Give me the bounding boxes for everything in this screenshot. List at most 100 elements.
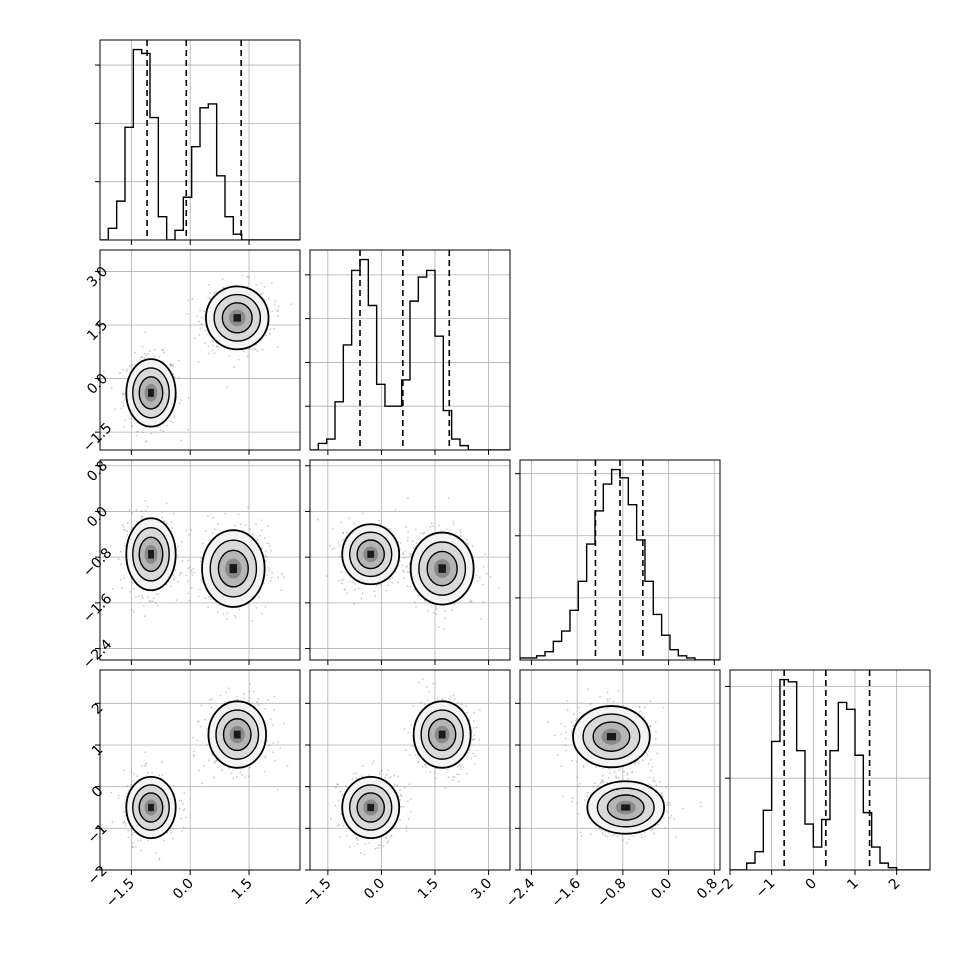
sample-point [479, 709, 481, 711]
sample-point [212, 517, 214, 519]
sample-point [474, 734, 476, 736]
sample-point [153, 597, 155, 599]
sample-point [201, 705, 203, 707]
sample-point [466, 773, 468, 775]
sample-point [476, 727, 478, 729]
sample-point [404, 786, 406, 788]
sample-point [229, 355, 231, 357]
sample-point [233, 366, 235, 368]
sample-point [177, 546, 179, 548]
sample-point [418, 682, 420, 684]
sample-point [240, 523, 242, 525]
sample-point [345, 785, 347, 787]
panel-content [730, 670, 930, 870]
y-tick-label: −2 [85, 863, 111, 889]
sample-point [451, 609, 453, 611]
sample-point [247, 356, 249, 358]
sample-point [466, 539, 468, 541]
x-tick-label: 1 [844, 876, 862, 894]
sample-point [387, 840, 389, 842]
sample-point [191, 298, 193, 300]
sample-point [609, 698, 611, 700]
sample-point [330, 818, 332, 820]
sample-point [157, 593, 159, 595]
sample-point [138, 595, 140, 597]
sample-point [173, 373, 175, 375]
sample-point [443, 628, 445, 630]
sample-point [579, 712, 581, 714]
sample-point [274, 303, 276, 305]
sample-point [341, 794, 343, 796]
sample-point [173, 785, 175, 787]
sample-point [404, 728, 406, 730]
sample-point [561, 765, 563, 767]
sample-point [424, 600, 426, 602]
sample-point [390, 836, 392, 838]
sample-point [460, 768, 462, 770]
sample-point [478, 739, 480, 741]
sample-point [602, 775, 604, 777]
sample-point [147, 506, 149, 508]
sample-point [483, 566, 485, 568]
x-tick-label: −1 [753, 876, 779, 902]
sample-point [163, 840, 165, 842]
sample-point [407, 537, 409, 539]
sample-point [145, 441, 147, 443]
sample-point [230, 773, 232, 775]
sample-point [256, 701, 258, 703]
sample-point [474, 755, 476, 757]
sample-point [141, 765, 143, 767]
sample-point [147, 772, 149, 774]
sample-point [356, 778, 358, 780]
histogram-panel [515, 460, 720, 665]
sample-point [446, 528, 448, 530]
sample-point [187, 580, 189, 582]
sample-point [362, 592, 364, 594]
sample-point [118, 795, 120, 797]
sample-point [118, 797, 120, 799]
sample-point [198, 361, 200, 363]
sample-point [258, 597, 260, 599]
sample-point [343, 579, 345, 581]
sample-point [132, 365, 134, 367]
sample-point [277, 789, 279, 791]
sample-point [145, 354, 147, 356]
sample-point [213, 777, 215, 779]
sample-point [385, 837, 387, 839]
sample-point [378, 520, 380, 522]
sample-point [386, 590, 388, 592]
sample-point [132, 842, 134, 844]
sample-point [360, 598, 362, 600]
sample-point [179, 572, 181, 574]
sample-point [480, 618, 482, 620]
sample-point [235, 617, 237, 619]
panel-content [100, 670, 306, 870]
sample-point [412, 540, 414, 542]
sample-point [135, 509, 137, 511]
sample-point [355, 772, 357, 774]
sample-point [378, 845, 380, 847]
sample-point [663, 707, 665, 709]
sample-point [212, 345, 214, 347]
sample-point [387, 769, 389, 771]
sample-point [486, 573, 488, 575]
sample-point [222, 278, 224, 280]
sample-point [408, 571, 410, 573]
sample-point [407, 540, 409, 542]
axes-frame [310, 460, 510, 660]
sample-point [130, 783, 132, 785]
sample-point [134, 352, 136, 354]
sample-point [498, 587, 500, 589]
sample-point [207, 346, 209, 348]
sample-point [197, 315, 199, 317]
sample-point [407, 800, 409, 802]
sample-point [122, 393, 124, 395]
sample-point [435, 768, 437, 770]
sample-point [125, 824, 127, 826]
sample-point [226, 612, 228, 614]
sample-point [457, 766, 459, 768]
density-peak [148, 550, 154, 559]
sample-point [145, 510, 147, 512]
sample-point [412, 745, 414, 747]
sample-point [650, 700, 652, 702]
